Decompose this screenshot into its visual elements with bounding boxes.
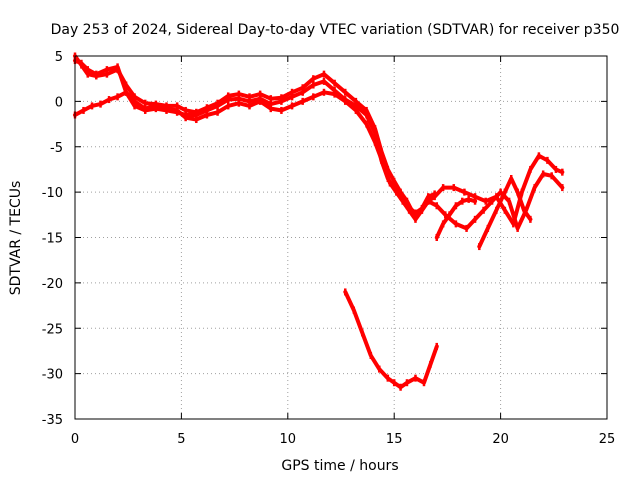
y-tick-label: 0 (55, 95, 63, 110)
y-axis-label: SDTVAR / TECUs (8, 181, 24, 296)
y-tick-label: -25 (42, 322, 63, 337)
x-axis-label: GPS time / hours (281, 458, 398, 474)
series-line-2 (73, 54, 565, 226)
series-line-1 (73, 58, 437, 215)
tick-layer: 0 5 10 15 20 25 5 0 -5 -10 -15 -20 -25 -30 -35 (42, 50, 616, 447)
series-layer (73, 52, 565, 391)
series-line-3 (73, 90, 565, 231)
chart-title: Day 253 of 2024, Sidereal Day-to-day VTE… (51, 22, 620, 38)
series-line-4 (343, 289, 439, 390)
x-tick-label: 5 (177, 432, 185, 447)
x-tick-label: 25 (599, 432, 616, 447)
x-tick-label: 10 (280, 432, 297, 447)
y-tick-label: -35 (42, 413, 63, 428)
y-tick-label: 5 (55, 50, 63, 65)
y-tick-label: -15 (42, 232, 63, 247)
x-tick-label: 0 (71, 432, 79, 447)
y-tick-label: -30 (42, 368, 63, 383)
y-tick-label: -10 (42, 186, 63, 201)
x-tick-label: 20 (492, 432, 509, 447)
y-tick-label: -20 (42, 277, 63, 292)
x-tick-label: 15 (386, 432, 403, 447)
y-tick-label: -5 (50, 141, 63, 156)
